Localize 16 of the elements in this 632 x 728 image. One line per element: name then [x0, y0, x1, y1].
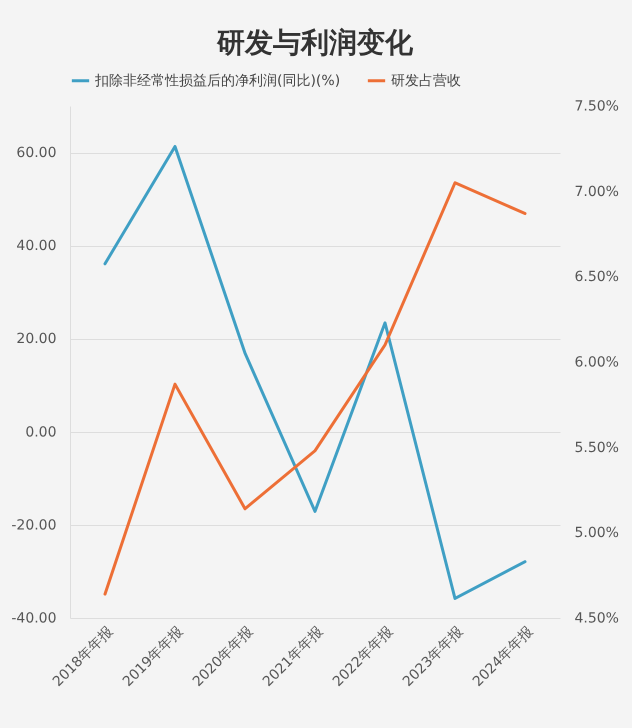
y-tick-label: 20.00 — [16, 331, 56, 348]
y2-tick-label: 4.50% — [574, 610, 619, 626]
chart-title: 研发与利润变化 — [216, 26, 414, 59]
y2-tick-label: 7.00% — [574, 184, 619, 200]
y-tick-label: 0.00 — [25, 424, 56, 440]
y2-tick-label: 5.00% — [574, 525, 619, 542]
y-tick-label: 40.00 — [16, 238, 56, 254]
legend-label: 扣除非经常性损益后的净利润(同比)(%) — [94, 72, 340, 89]
y-tick-label: -40.00 — [11, 610, 56, 626]
y2-tick-label: 6.50% — [574, 269, 619, 286]
y-tick-label: -20.00 — [11, 517, 56, 534]
legend-label: 研发占营收 — [391, 72, 461, 89]
y-tick-label: 60.00 — [16, 145, 56, 162]
y2-tick-label: 5.50% — [574, 440, 619, 456]
y2-tick-label: 6.00% — [574, 354, 619, 370]
y2-tick-label: 7.50% — [574, 98, 619, 114]
